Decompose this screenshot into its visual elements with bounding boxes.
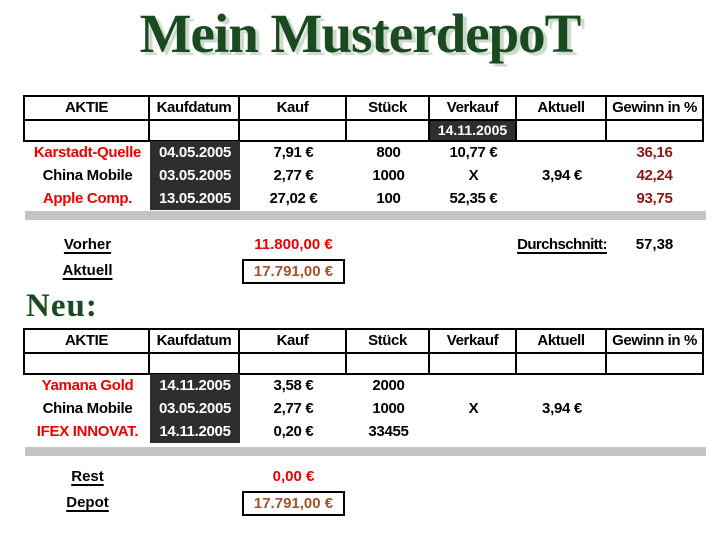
rest-value: 0,00 €: [272, 468, 315, 485]
vorher-label: Vorher: [63, 236, 112, 253]
aktuell-cell: [517, 374, 607, 397]
stock-name: IFEX INNOVAT.: [36, 423, 139, 440]
empty-cell: [347, 121, 430, 140]
kauf-cell: 3,58 €: [273, 377, 314, 394]
gewinn-cell: [607, 374, 702, 397]
column-header-verkauf: Verkauf: [430, 330, 517, 354]
column-header-kauf: Kauf: [240, 97, 347, 121]
portfolio-table-2-rows: Yamana Gold 14.11.2005 3,58 € 2000 China…: [25, 374, 702, 443]
kauf-cell: 0,20 €: [273, 423, 314, 440]
verkauf-cell: [430, 374, 517, 397]
column-header-kaufdatum: Kaufdatum: [150, 330, 240, 354]
aktuell-cell: [517, 141, 607, 164]
column-header-kaufdatum: Kaufdatum: [150, 97, 240, 121]
kaufdatum-cell: 03.05.2005: [150, 164, 240, 187]
stueck-cell: 33455: [368, 423, 409, 440]
stock-name: China Mobile: [42, 400, 133, 417]
verkauf-cell: 10,77 €: [449, 144, 498, 161]
stueck-cell: 1000: [372, 167, 405, 184]
column-header-stueck: Stück: [347, 330, 430, 354]
kaufdatum-cell: 03.05.2005: [150, 397, 240, 420]
page-title: Mein MusterdepoT: [139, 3, 582, 64]
column-header-aktuell: Aktuell: [517, 97, 607, 121]
aktuell-cell: [517, 187, 607, 210]
empty-cell: [25, 354, 150, 373]
neu-heading: Neu:: [26, 288, 98, 324]
aktuell-cell: 3,94 €: [542, 167, 582, 184]
depot-label: Depot: [66, 494, 109, 511]
empty-cell: [517, 354, 607, 373]
empty-cell: [240, 354, 347, 373]
depot-value-box: 17.791,00 €: [242, 491, 345, 516]
portfolio-table-2-header: AKTIE Kaufdatum Kauf Stück Verkauf Aktue…: [23, 328, 704, 375]
summary-section-1: Vorher 11.800,00 € Durchschnitt: 57,38 A…: [25, 233, 702, 285]
divider-bar: [25, 447, 706, 456]
aktuell-value-box: 17.791,00 €: [242, 259, 345, 284]
summary-section-2: Rest 0,00 € Depot 17.791,00 €: [25, 465, 702, 517]
stueck-cell: 2000: [372, 377, 405, 394]
stueck-cell: 100: [376, 190, 401, 207]
gewinn-cell: [607, 397, 702, 420]
empty-cell: [150, 121, 240, 140]
portfolio-table-1-rows: Karstadt-Quelle 04.05.2005 7,91 € 800 10…: [25, 141, 702, 210]
empty-cell: [430, 354, 517, 373]
stock-name: Yamana Gold: [41, 377, 134, 394]
column-header-verkauf: Verkauf: [430, 97, 517, 121]
verkauf-cell: [430, 420, 517, 443]
durchschnitt-label: Durchschnitt:: [517, 236, 607, 253]
divider-bar: [25, 211, 706, 220]
verkauf-cell: 52,35 €: [449, 190, 498, 207]
empty-cell: [347, 354, 430, 373]
empty-cell: [25, 121, 150, 140]
stueck-cell: 800: [376, 144, 401, 161]
column-header-stueck: Stück: [347, 97, 430, 121]
empty-cell: [517, 121, 607, 140]
gewinn-cell: 93,75: [636, 190, 673, 207]
verkauf-date-cell: 14.11.2005: [430, 121, 517, 140]
kaufdatum-cell: 13.05.2005: [150, 187, 240, 210]
aktuell-cell: [517, 420, 607, 443]
vorher-value: 11.800,00 €: [254, 236, 333, 253]
column-header-aktuell: Aktuell: [517, 330, 607, 354]
kauf-cell: 7,91 €: [273, 144, 314, 161]
kaufdatum-cell: 14.11.2005: [150, 374, 240, 397]
kauf-cell: 2,77 €: [273, 167, 314, 184]
aktuell-cell: 3,94 €: [542, 400, 582, 417]
durchschnitt-value: 57,38: [635, 236, 674, 253]
stock-name: Karstadt-Quelle: [33, 144, 142, 161]
column-header-aktie: AKTIE: [25, 330, 150, 354]
gewinn-cell: 36,16: [636, 144, 673, 161]
rest-label: Rest: [71, 468, 104, 485]
column-header-gewinn: Gewinn in %: [607, 330, 702, 354]
stueck-cell: 1000: [372, 400, 405, 417]
empty-cell: [240, 121, 347, 140]
column-header-gewinn: Gewinn in %: [607, 97, 702, 121]
empty-cell: [150, 354, 240, 373]
stock-name: Apple Comp.: [42, 190, 133, 207]
gewinn-cell: [607, 420, 702, 443]
column-header-aktie: AKTIE: [25, 97, 150, 121]
verkauf-cell: X: [468, 400, 479, 417]
empty-cell: [607, 121, 702, 140]
stock-name: China Mobile: [42, 167, 133, 184]
kauf-cell: 27,02 €: [269, 190, 318, 207]
verkauf-cell: X: [468, 167, 479, 184]
aktuell-label: Aktuell: [62, 262, 113, 279]
kaufdatum-cell: 04.05.2005: [150, 141, 240, 164]
kauf-cell: 2,77 €: [273, 400, 314, 417]
empty-cell: [607, 354, 702, 373]
gewinn-cell: 42,24: [636, 167, 673, 184]
column-header-kauf: Kauf: [240, 330, 347, 354]
kaufdatum-cell: 14.11.2005: [150, 420, 240, 443]
portfolio-table-1-header: AKTIE Kaufdatum Kauf Stück Verkauf Aktue…: [23, 95, 704, 142]
